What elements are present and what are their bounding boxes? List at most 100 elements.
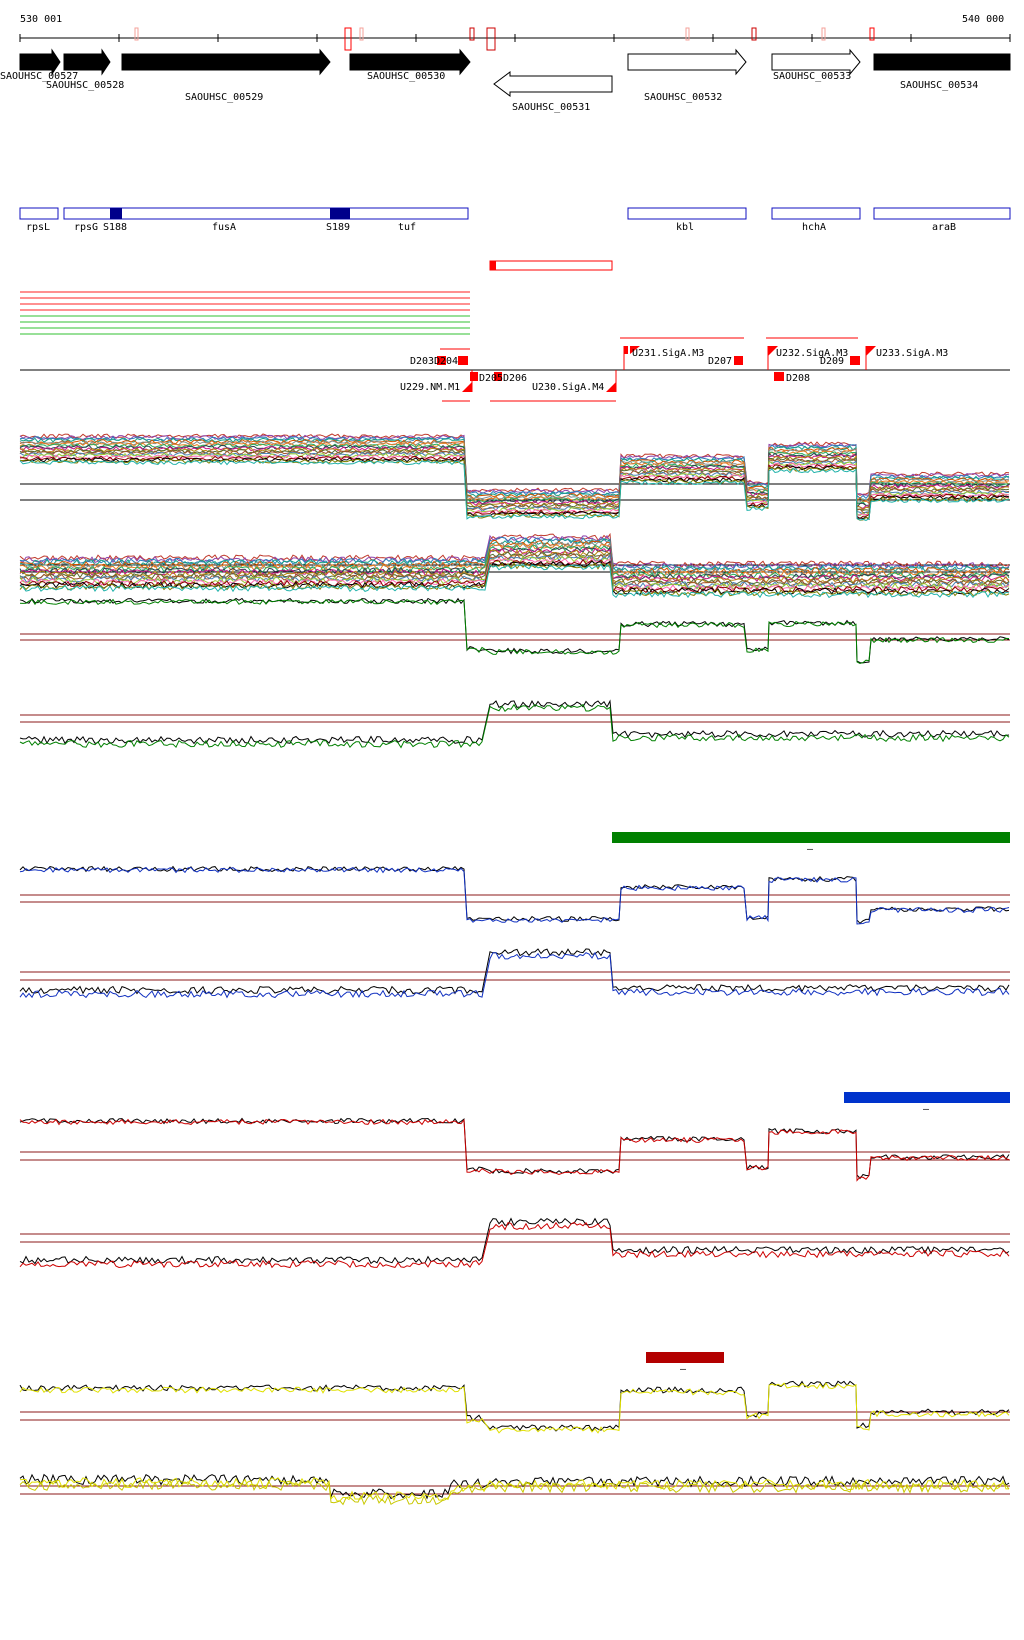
feature-block[interactable] xyxy=(458,356,468,365)
signal-line xyxy=(19,866,1010,925)
region-mark[interactable] xyxy=(330,208,350,219)
region-label: rpsG xyxy=(74,222,98,233)
region-box[interactable] xyxy=(63,207,469,220)
signal-line xyxy=(19,444,1010,509)
region-label: araB xyxy=(932,222,956,233)
feature-label: D207 xyxy=(708,356,732,367)
ruler-mark xyxy=(751,27,757,41)
feature-block[interactable] xyxy=(774,372,784,381)
level-lines xyxy=(20,291,470,335)
region-mark-label: S189 xyxy=(326,222,350,233)
feature-label: D205 xyxy=(479,373,503,384)
gene-label: SAOUHSC_00534 xyxy=(900,80,978,91)
signal-panel xyxy=(19,597,1010,665)
region-label: fusA xyxy=(212,222,236,233)
gene-label: SAOUHSC_00527 xyxy=(0,71,78,82)
signal-line xyxy=(19,1380,1010,1432)
signal-line xyxy=(19,1476,1009,1502)
signal-panel xyxy=(19,699,1010,749)
signal-line xyxy=(19,553,1010,589)
gene-arrow[interactable] xyxy=(121,48,331,76)
ruler-feature-marks xyxy=(134,27,875,51)
feature-block[interactable] xyxy=(850,356,860,365)
signal-line xyxy=(19,948,1010,995)
region-label: kbl xyxy=(676,222,694,233)
condition-bar-blue[interactable] xyxy=(844,1092,1010,1103)
signal-line xyxy=(19,699,1010,745)
gene-track: SAOUHSC_00527 SAOUHSC_00528 SAOUHSC_0052… xyxy=(0,48,1011,113)
feature-label: D208 xyxy=(786,373,810,384)
gene-arrow[interactable] xyxy=(493,71,613,97)
promoter-flag[interactable] xyxy=(866,346,876,356)
condition-bar-green[interactable] xyxy=(612,832,1010,843)
signal-line xyxy=(19,560,1010,595)
signal-line xyxy=(19,532,1010,568)
feature-block[interactable] xyxy=(734,356,743,365)
feature-label: U233.SigA.M3 xyxy=(876,348,948,359)
signal-line xyxy=(19,951,1010,999)
feature-label: U231.SigA.M3 xyxy=(632,348,704,359)
signal-line xyxy=(19,563,1010,599)
feature-label: U232.SigA.M3 xyxy=(776,348,848,359)
gene-arrow[interactable] xyxy=(19,48,61,76)
feature-block[interactable] xyxy=(494,372,502,381)
gene-arrow[interactable] xyxy=(771,48,861,76)
signal-panel xyxy=(19,433,1010,521)
signal-line xyxy=(19,549,1010,584)
feature-label: U229.NM.M1 xyxy=(400,382,460,393)
coordinate-ruler: 530 001 540 000 xyxy=(19,14,1011,51)
start-coordinate: 530 001 xyxy=(20,14,62,25)
signal-line xyxy=(20,458,1010,521)
signal-line xyxy=(19,1221,1010,1269)
region-label: hchA xyxy=(802,222,826,233)
condition-bars: – – – xyxy=(612,832,1010,1375)
ruler-mark xyxy=(469,27,475,41)
region-mark[interactable] xyxy=(110,208,122,219)
gene-arrow[interactable] xyxy=(627,48,747,76)
promoter-flag[interactable] xyxy=(606,382,616,392)
feature-label: D203 xyxy=(410,356,434,367)
signal-panel xyxy=(19,948,1010,999)
highlight-box[interactable] xyxy=(489,260,613,271)
gene-label: SAOUHSC_00530 xyxy=(367,71,445,82)
condition-marker: – xyxy=(807,844,814,855)
region-box[interactable] xyxy=(873,207,1011,220)
gene-arrow[interactable] xyxy=(873,53,1011,71)
gene-label: SAOUHSC_00533 xyxy=(773,71,851,82)
promoter-flag[interactable] xyxy=(768,346,778,356)
promoter-flag[interactable] xyxy=(624,346,628,354)
signal-line xyxy=(19,1217,1010,1265)
condition-bar-red[interactable] xyxy=(646,1352,724,1363)
signal-line xyxy=(19,552,1010,587)
ruler-mark xyxy=(869,27,875,41)
signal-line xyxy=(19,450,1010,514)
gene-arrow[interactable] xyxy=(349,48,471,76)
ruler-mark xyxy=(821,27,826,41)
signal-panel xyxy=(19,1117,1010,1182)
region-box[interactable] xyxy=(627,207,747,220)
region-track: rpsL rpsG S188 fusA S189 tuf kbl hchA ar… xyxy=(19,207,1011,233)
signal-line xyxy=(19,447,1010,511)
signal-panel xyxy=(19,1380,1010,1434)
signal-panels xyxy=(19,433,1010,1506)
signal-line xyxy=(19,1382,1010,1434)
signal-line xyxy=(19,438,1010,503)
ruler-mark xyxy=(486,27,496,51)
signal-line xyxy=(19,452,1010,517)
gene-label: SAOUHSC_00529 xyxy=(185,92,263,103)
feature-block[interactable] xyxy=(470,372,478,381)
feature-label: D206 xyxy=(503,373,527,384)
signal-line xyxy=(19,551,1010,586)
promoter-flag[interactable] xyxy=(630,346,640,354)
region-label: rpsL xyxy=(26,222,50,233)
ruler-mark xyxy=(359,27,364,41)
feature-label: D204 xyxy=(434,356,458,367)
feature-block[interactable] xyxy=(437,356,446,365)
gene-arrow[interactable] xyxy=(63,48,111,76)
condition-marker: – xyxy=(923,1104,930,1115)
region-box[interactable] xyxy=(19,207,59,220)
gene-label: SAOUHSC_00531 xyxy=(512,102,590,113)
promoter-flag[interactable] xyxy=(462,382,472,392)
region-box[interactable] xyxy=(771,207,861,220)
